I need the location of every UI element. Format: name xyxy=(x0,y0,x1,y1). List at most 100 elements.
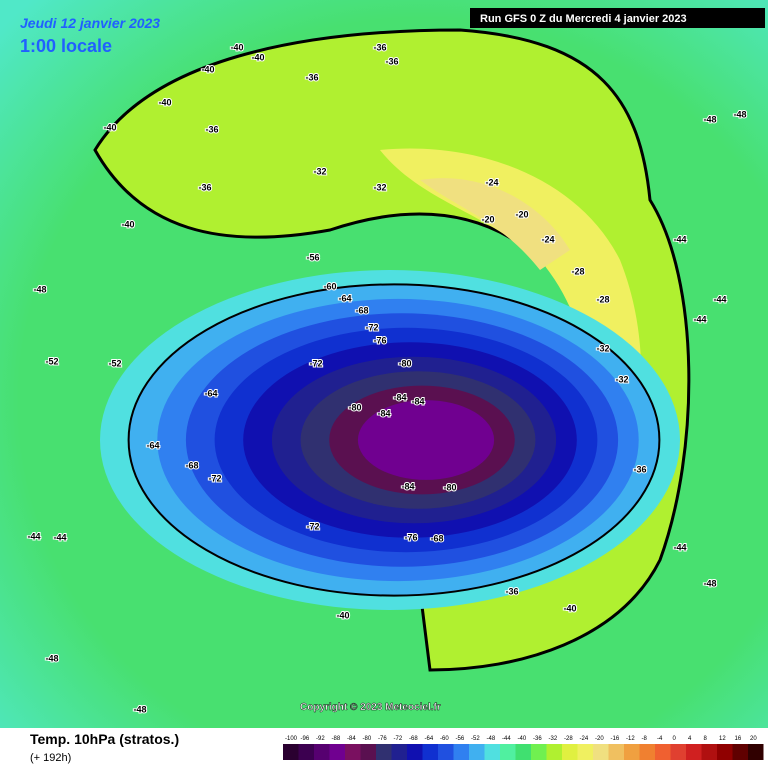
run-box xyxy=(470,8,765,28)
contour-label: -40 xyxy=(103,122,116,132)
scale-swatch xyxy=(469,744,485,760)
scale-swatch xyxy=(298,744,314,760)
contour-label: -72 xyxy=(309,358,322,368)
contour-label: -44 xyxy=(673,234,686,244)
scale-swatch xyxy=(438,744,454,760)
scale-label: -96 xyxy=(301,736,310,742)
scale-label: -80 xyxy=(363,736,372,742)
contour-label: -28 xyxy=(571,266,584,276)
contour-label: -32 xyxy=(313,166,326,176)
run: Run GFS 0 Z du Mercredi 4 janvier 2023 xyxy=(480,13,687,25)
contour-label: -36 xyxy=(305,72,318,82)
contour-label: -68 xyxy=(355,305,368,315)
scale-label: -76 xyxy=(378,736,387,742)
scale-swatch xyxy=(577,744,593,760)
scale-swatch xyxy=(531,744,547,760)
scale-label: -72 xyxy=(394,736,403,742)
contour-label: -48 xyxy=(703,114,716,124)
contour-label: -84 xyxy=(401,481,414,491)
contour-label: -24 xyxy=(485,177,498,187)
vortex-ring xyxy=(357,400,495,480)
contour-label: -76 xyxy=(404,532,417,542)
contour-label: -84 xyxy=(411,396,424,406)
scale-swatch xyxy=(701,744,717,760)
scale-label: -40 xyxy=(518,736,527,742)
contour-label: -80 xyxy=(348,402,361,412)
scale-label: -44 xyxy=(502,736,511,742)
contour-label: -20 xyxy=(481,214,494,224)
contour-label: -60 xyxy=(323,281,336,291)
contour-label: -36 xyxy=(198,182,211,192)
contour-label: -40 xyxy=(201,64,214,74)
contour-label: -72 xyxy=(306,521,319,531)
contour-label: -44 xyxy=(693,314,706,324)
scale-swatch xyxy=(283,744,299,760)
contour-label: -40 xyxy=(121,219,134,229)
scale-swatch xyxy=(376,744,392,760)
contour-label: -48 xyxy=(33,284,46,294)
contour-label: -40 xyxy=(158,97,171,107)
scale-label: 8 xyxy=(704,736,708,742)
scale-swatch xyxy=(314,744,330,760)
contour-label: -84 xyxy=(377,408,390,418)
scale-swatch xyxy=(655,744,671,760)
footer-title: Temp. 10hPa (stratos.) xyxy=(30,731,179,747)
scale-swatch xyxy=(546,744,562,760)
contour-label: -68 xyxy=(185,460,198,470)
scale-swatch xyxy=(345,744,361,760)
scale-label: -100 xyxy=(285,736,298,742)
scale-swatch xyxy=(391,744,407,760)
contour-label: -64 xyxy=(146,440,159,450)
scale-swatch xyxy=(670,744,686,760)
footer-lead: (+ 192h) xyxy=(30,752,71,764)
copyright: Copyright © 2023 Meteociel.fr xyxy=(300,702,441,713)
contour-label: -76 xyxy=(373,335,386,345)
scale-label: -92 xyxy=(316,736,325,742)
contour-label: -48 xyxy=(133,704,146,714)
scale-label: -4 xyxy=(657,736,663,742)
contour-label: -68 xyxy=(430,533,443,543)
scale-label: 4 xyxy=(688,736,692,742)
contour-label: -52 xyxy=(108,358,121,368)
contour-label: -64 xyxy=(204,388,217,398)
contour-label: -28 xyxy=(596,294,609,304)
time: 1:00 locale xyxy=(20,36,112,56)
contour-label: -36 xyxy=(505,586,518,596)
scale-label: -64 xyxy=(425,736,434,742)
scale-swatch xyxy=(515,744,531,760)
contour-label: -72 xyxy=(365,322,378,332)
scale-label: -84 xyxy=(347,736,356,742)
contour-label: -72 xyxy=(208,473,221,483)
scale-swatch xyxy=(717,744,733,760)
contour-label: -36 xyxy=(633,464,646,474)
scale-swatch xyxy=(407,744,423,760)
color-scale: -100 -96 -92 -88 -84 -80 -76 -72 -68 -64 -60 -56 -52… xyxy=(283,736,764,760)
scale-label: -88 xyxy=(332,736,341,742)
contour-label: -84 xyxy=(393,392,406,402)
contour-label: -80 xyxy=(398,358,411,368)
scale-swatch xyxy=(360,744,376,760)
scale-label: -48 xyxy=(487,736,496,742)
scale-swatch xyxy=(484,744,500,760)
scale-swatch xyxy=(748,744,764,760)
scale-swatch xyxy=(686,744,702,760)
contour-label: -36 xyxy=(373,42,386,52)
contour-label: -48 xyxy=(733,109,746,119)
contour-label: -44 xyxy=(53,532,66,542)
scale-label: -56 xyxy=(456,736,465,742)
scale-label: 12 xyxy=(719,736,726,742)
scale-swatch xyxy=(422,744,438,760)
scale-swatch xyxy=(639,744,655,760)
scale-label: 0 xyxy=(673,736,677,742)
contour-label: -24 xyxy=(541,234,554,244)
scale-swatch xyxy=(624,744,640,760)
contour-label: -32 xyxy=(615,374,628,384)
scale-label: 16 xyxy=(735,736,742,742)
scale-label: 20 xyxy=(750,736,757,742)
contour-label: -36 xyxy=(205,124,218,134)
scale-label: -8 xyxy=(642,736,648,742)
scale-label: -28 xyxy=(564,736,573,742)
scale-label: -12 xyxy=(626,736,635,742)
contour-label: -44 xyxy=(713,294,726,304)
